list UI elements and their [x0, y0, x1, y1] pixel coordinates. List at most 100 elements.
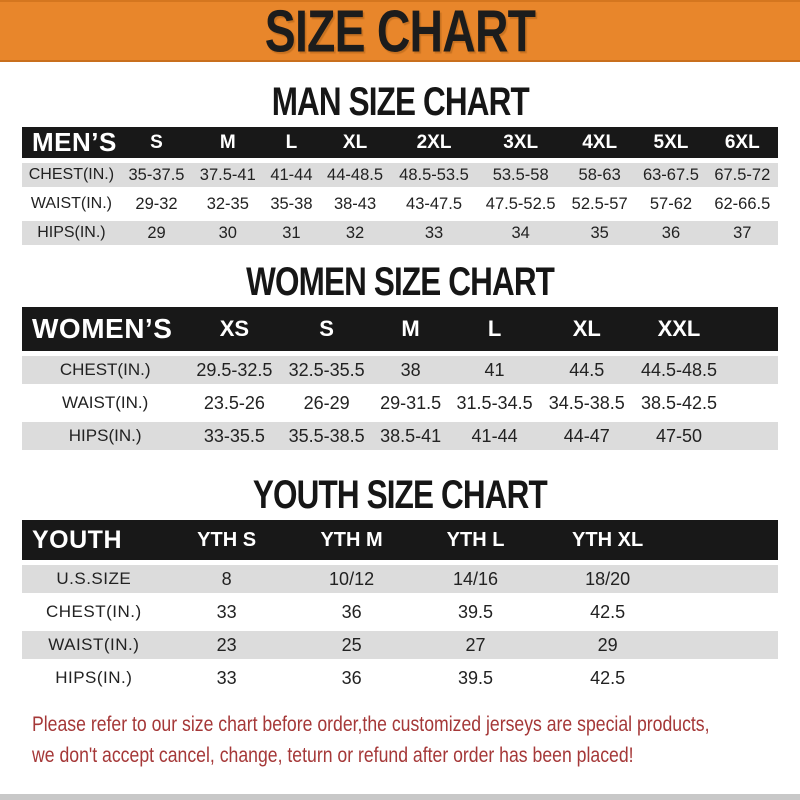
row-label: WAIST(IN.): [22, 631, 166, 659]
size-column-header: S: [280, 307, 373, 351]
row-spacer: [679, 664, 778, 692]
row-spacer: [725, 389, 778, 417]
size-value: 32: [319, 221, 391, 245]
header-spacer: [725, 307, 778, 351]
size-value: 34.5-38.5: [540, 389, 633, 417]
size-column-header: M: [372, 307, 449, 351]
size-value: 23: [165, 631, 288, 659]
table-corner-label: WOMEN’S: [22, 307, 189, 351]
size-column-header: YTH L: [415, 520, 536, 560]
size-value: 41-44: [448, 422, 541, 450]
size-value: 23.5-26: [188, 389, 281, 417]
row-label: HIPS(IN.): [22, 221, 121, 245]
youth-section-heading: YOUTH SIZE CHART: [0, 472, 800, 517]
row-spacer: [679, 631, 778, 659]
size-value: 25: [287, 631, 416, 659]
size-value: 37.5-41: [192, 163, 264, 187]
measure-row: WAIST(IN.) 23 25 27 29: [22, 631, 778, 659]
man-section-heading: MAN SIZE CHART: [0, 80, 800, 123]
size-value: 33: [165, 598, 288, 626]
warning-line-1: Please refer to our size chart before or…: [32, 713, 710, 736]
measure-row: CHEST(IN.) 35-37.5 37.5-41 41-44 44-48.5 48.5…: [22, 163, 778, 187]
warning-line-2: we don't accept cancel, change, teturn o…: [32, 744, 634, 767]
size-column-header: YTH XL: [535, 520, 680, 560]
size-value: 58-63: [564, 163, 636, 187]
youth-heading-text: YOUTH SIZE CHART: [253, 472, 548, 517]
bottom-edge-strip: [0, 794, 800, 800]
size-column-header: XXL: [632, 307, 726, 351]
size-column-header: YTH S: [165, 520, 288, 560]
size-value: 18/20: [535, 565, 680, 593]
size-column-header: L: [263, 127, 320, 158]
row-spacer: [725, 422, 778, 450]
measure-row: WAIST(IN.) 29-32 32-35 35-38 38-43 43-47.5 47.…: [22, 192, 778, 216]
table-corner-label: MEN’S: [22, 127, 121, 158]
men-size-table: MEN’S S M L XL 2XL 3XL 4XL 5XL 6XL CHEST(IN.) 35-37…: [22, 122, 778, 250]
size-column-header: XL: [319, 127, 391, 158]
size-value: 52.5-57: [564, 192, 636, 216]
size-value: 42.5: [535, 598, 680, 626]
size-value: 27: [415, 631, 536, 659]
banner-title: SIZE CHART: [264, 0, 536, 65]
size-column-header: M: [192, 127, 264, 158]
youth-size-table: YOUTH YTH S YTH M YTH L YTH XL U.S.SIZE 8 10/12…: [22, 515, 778, 697]
size-value: 44.5: [540, 356, 633, 384]
size-column-header: 6XL: [706, 127, 778, 158]
size-column-header: XS: [188, 307, 281, 351]
size-value: 47-50: [632, 422, 726, 450]
size-value: 36: [635, 221, 707, 245]
size-header-row: WOMEN’S XS S M L XL XXL: [22, 307, 778, 351]
row-label: U.S.SIZE: [22, 565, 166, 593]
size-column-header: 5XL: [635, 127, 707, 158]
size-value: 47.5-52.5: [477, 192, 564, 216]
size-column-header: 4XL: [564, 127, 636, 158]
size-value: 29: [535, 631, 680, 659]
size-value: 41: [448, 356, 541, 384]
size-value: 48.5-53.5: [390, 163, 478, 187]
row-label: CHEST(IN.): [22, 163, 121, 187]
size-value: 39.5: [415, 664, 536, 692]
size-value: 35-37.5: [120, 163, 193, 187]
measure-row: CHEST(IN.) 29.5-32.5 32.5-35.5 38 41 44.5 44.5…: [22, 356, 778, 384]
size-column-header: XL: [540, 307, 633, 351]
size-value: 36: [287, 598, 416, 626]
size-value: 34: [477, 221, 564, 245]
size-value: 62-66.5: [706, 192, 778, 216]
size-value: 44.5-48.5: [632, 356, 726, 384]
size-value: 38.5-42.5: [632, 389, 726, 417]
size-value: 33-35.5: [188, 422, 281, 450]
row-label: CHEST(IN.): [22, 598, 166, 626]
size-value: 10/12: [287, 565, 416, 593]
size-value: 30: [192, 221, 264, 245]
size-value: 31.5-34.5: [448, 389, 541, 417]
size-value: 35-38: [263, 192, 320, 216]
women-size-table: WOMEN’S XS S M L XL XXL CHEST(IN.) 29.5-32.5 32.5…: [22, 302, 778, 455]
size-value: 44-48.5: [319, 163, 391, 187]
size-value: 36: [287, 664, 416, 692]
size-value: 8: [165, 565, 288, 593]
size-value: 67.5-72: [706, 163, 778, 187]
size-value: 35: [564, 221, 636, 245]
row-label: WAIST(IN.): [22, 192, 121, 216]
size-value: 29-32: [120, 192, 193, 216]
measure-row: HIPS(IN.) 33-35.5 35.5-38.5 38.5-41 41-44 44-…: [22, 422, 778, 450]
measure-row: U.S.SIZE 8 10/12 14/16 18/20: [22, 565, 778, 593]
size-column-header: YTH M: [287, 520, 416, 560]
size-column-header: S: [120, 127, 193, 158]
measure-row: WAIST(IN.) 23.5-26 26-29 29-31.5 31.5-34.5 34…: [22, 389, 778, 417]
size-column-header: 3XL: [477, 127, 564, 158]
size-value: 35.5-38.5: [280, 422, 373, 450]
women-section-heading: WOMEN SIZE CHART: [0, 259, 800, 304]
table-corner-label: YOUTH: [22, 520, 166, 560]
measure-row: CHEST(IN.) 33 36 39.5 42.5: [22, 598, 778, 626]
size-value: 33: [165, 664, 288, 692]
measure-row: HIPS(IN.) 33 36 39.5 42.5: [22, 664, 778, 692]
size-column-header: L: [448, 307, 541, 351]
size-header-row: MEN’S S M L XL 2XL 3XL 4XL 5XL 6XL: [22, 127, 778, 158]
size-value: 29-31.5: [372, 389, 449, 417]
size-column-header: 2XL: [390, 127, 478, 158]
footer-warning: Please refer to our size chart before or…: [0, 709, 800, 771]
women-heading-text: WOMEN SIZE CHART: [246, 259, 555, 304]
size-value: 38: [372, 356, 449, 384]
